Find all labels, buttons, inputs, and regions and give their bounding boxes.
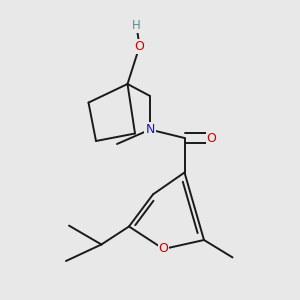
Text: N: N: [145, 123, 155, 136]
Text: O: O: [135, 40, 144, 53]
Text: H: H: [132, 19, 141, 32]
Text: O: O: [159, 242, 168, 256]
Text: O: O: [207, 131, 216, 145]
